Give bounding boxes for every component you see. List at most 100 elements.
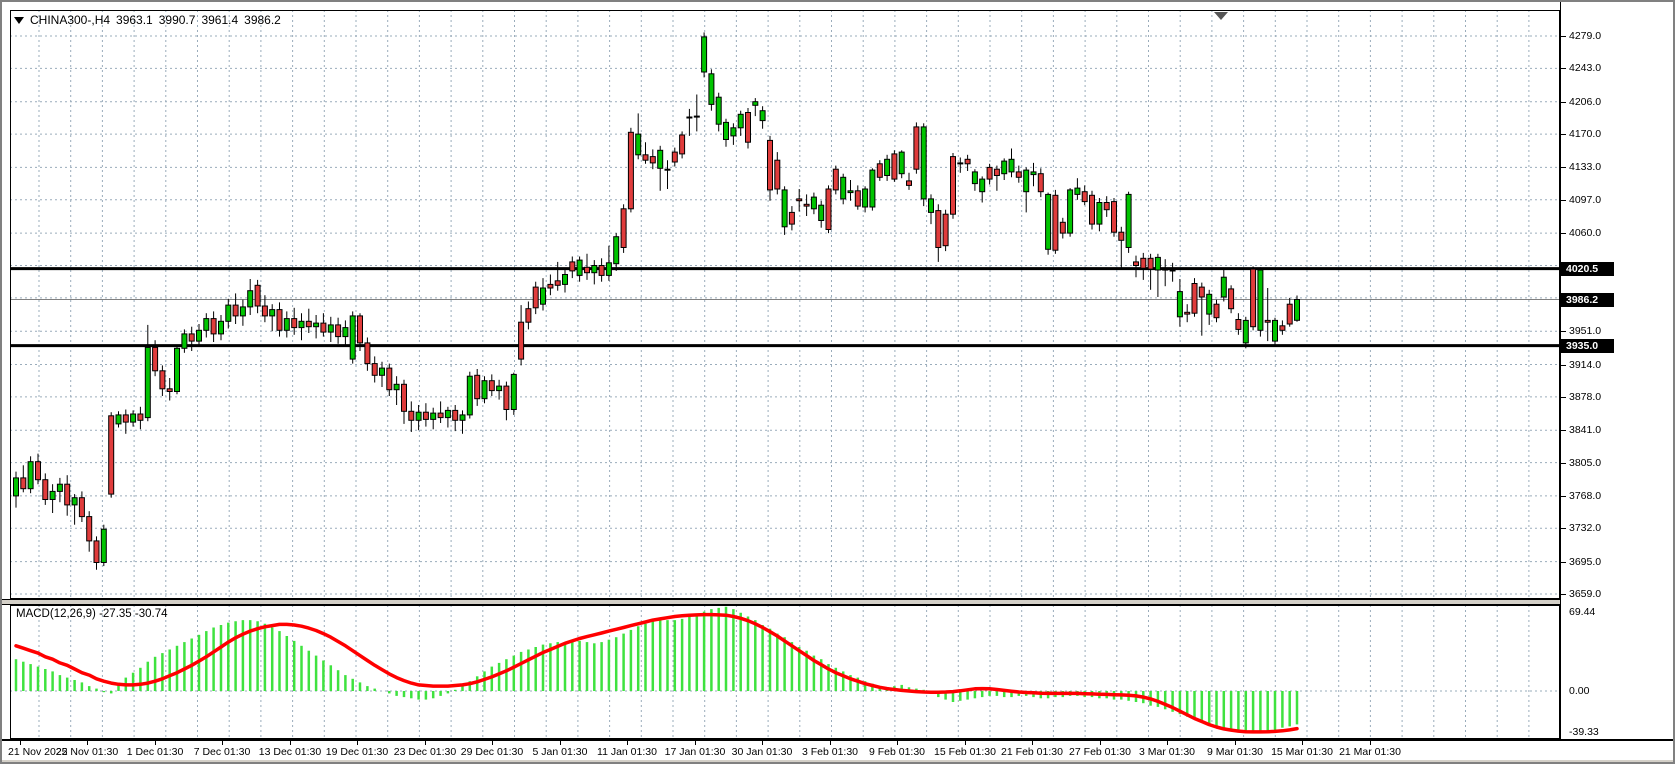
candle-body — [584, 266, 590, 274]
price-tick-label: 4243.0 — [1560, 62, 1602, 74]
candle-body — [342, 327, 349, 338]
candle-body — [56, 483, 63, 492]
candle-body — [745, 112, 751, 143]
candle-body — [1118, 231, 1125, 241]
quote-low: 3961.4 — [201, 13, 239, 27]
time-tick-label: 19 Dec 01:30 — [325, 746, 389, 758]
candle-body — [305, 320, 312, 328]
candle-body — [730, 127, 737, 137]
macd-canvas[interactable] — [10, 605, 1560, 739]
candle-body — [1286, 303, 1293, 325]
candle-body — [869, 169, 876, 208]
time-tick — [897, 741, 898, 745]
candle-body — [737, 113, 744, 129]
candle-body — [1111, 201, 1117, 233]
candle-body — [349, 315, 356, 360]
candle-body — [1125, 193, 1132, 248]
panel-divider-handle[interactable] — [2, 599, 1562, 605]
time-tick-label: 25 Nov 01:30 — [55, 746, 119, 758]
candle-body — [1023, 169, 1030, 193]
time-tick — [87, 741, 88, 745]
time-tick — [560, 741, 561, 745]
main-chart-canvas[interactable] — [10, 10, 1560, 599]
macd-tick-label: -39.33 — [1569, 726, 1599, 738]
time-tick-label: 15 Feb 01:30 — [934, 746, 996, 758]
candle-body — [488, 380, 495, 392]
candle-body — [152, 346, 159, 372]
candle-body — [137, 413, 144, 421]
candle-body — [371, 363, 378, 376]
time-tick-label: 21 Feb 01:30 — [1001, 746, 1063, 758]
candle-body — [1184, 311, 1191, 315]
time-tick — [1032, 741, 1033, 745]
candle-body — [218, 320, 224, 335]
candle-body — [444, 409, 451, 419]
time-tick — [222, 741, 223, 745]
candle-body — [818, 204, 825, 221]
candle-body — [715, 96, 722, 125]
candle-body — [525, 308, 532, 323]
candle-body — [518, 321, 525, 360]
candle-body — [510, 373, 517, 410]
candle-body — [854, 190, 861, 207]
candle-body — [752, 101, 759, 106]
time-tick — [1235, 741, 1236, 745]
candle-body — [679, 134, 686, 155]
candle-body — [452, 409, 459, 421]
time-tick-label: 21 Mar 01:30 — [1339, 746, 1401, 758]
candle-body — [598, 265, 605, 276]
candle-body — [42, 479, 49, 501]
time-axis[interactable]: 21 Nov 2022 25 Nov 01:30 1 Dec 01:30 7 Dec … — [2, 739, 1673, 762]
time-tick — [492, 741, 493, 745]
candle-body — [1198, 286, 1205, 298]
candle-body — [1052, 194, 1059, 251]
symbol-dropdown-icon[interactable] — [14, 17, 24, 25]
candle-body — [920, 126, 927, 200]
candle-body — [649, 156, 656, 164]
price-axis[interactable]: 4279.0 4243.0 4206.0 4170.0 4133.0 4097.0 4060… — [1560, 2, 1673, 739]
candle-body — [708, 73, 715, 105]
window-bottom-strip — [2, 760, 1673, 762]
candle-body — [547, 283, 554, 289]
candle-body — [291, 318, 298, 329]
quote-high: 3990.7 — [158, 13, 196, 27]
time-tick — [1167, 741, 1168, 745]
candle-body — [386, 367, 393, 391]
candle-body — [503, 385, 510, 411]
candle-body — [832, 168, 839, 191]
candle-body — [620, 208, 627, 249]
candle-body — [540, 287, 546, 305]
candle-body — [415, 411, 422, 421]
candle-body — [225, 304, 232, 322]
candle-body — [408, 410, 415, 421]
candle-body — [1096, 202, 1103, 225]
price-tick-label: 4133.0 — [1560, 161, 1602, 173]
price-tick-label: 3878.0 — [1560, 391, 1602, 403]
quote-close: 3986.2 — [244, 13, 281, 27]
time-tick-label: 1 Dec 01:30 — [126, 746, 184, 758]
candle-body — [554, 280, 561, 286]
price-tick-label: 3732.0 — [1560, 522, 1602, 534]
candle-body — [1206, 293, 1213, 315]
candle-body — [115, 414, 122, 425]
time-tick-label: 17 Jan 01:30 — [664, 746, 726, 758]
price-tick-label: 3951.0 — [1560, 325, 1602, 337]
candle-body — [928, 198, 934, 213]
candle-body — [474, 374, 481, 400]
candle-body — [1235, 319, 1242, 330]
candle-body — [635, 133, 642, 156]
price-tick-label: 3695.0 — [1560, 556, 1602, 568]
time-tick-label: 21 Nov 2022 — [8, 746, 68, 758]
candle-body — [1169, 269, 1176, 272]
candle-body — [803, 203, 810, 207]
time-tick — [155, 741, 156, 745]
candle-body — [642, 154, 649, 161]
candle-body — [1037, 173, 1044, 193]
time-tick-label: 9 Mar 01:30 — [1206, 746, 1264, 758]
candle-body — [196, 329, 202, 342]
candle-body — [693, 115, 700, 118]
candle-body — [906, 180, 912, 186]
time-tick-label: 27 Feb 01:30 — [1069, 746, 1131, 758]
chart-shift-marker-icon[interactable] — [1214, 12, 1228, 20]
